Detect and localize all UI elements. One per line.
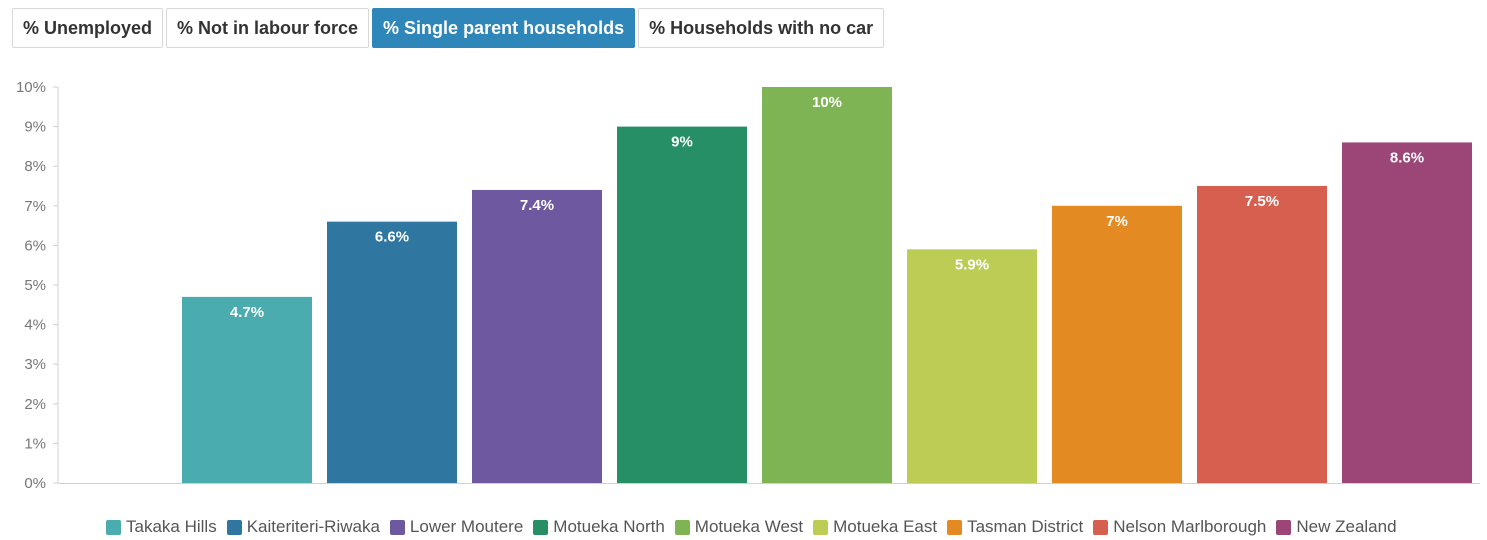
y-tick-label: 2% (24, 396, 46, 413)
legend-item[interactable]: Lower Moutere (389, 517, 524, 537)
legend-swatch (533, 519, 549, 535)
bar-value-label: 7.4% (520, 197, 554, 214)
legend-item[interactable]: Nelson Marlborough (1093, 517, 1266, 537)
bar-value-label: 10% (812, 94, 842, 111)
bar[interactable] (327, 221, 457, 483)
bar-value-label: 9% (671, 134, 693, 151)
y-tick-label: 6% (24, 237, 46, 254)
legend-label: Motueka East (833, 517, 938, 536)
y-tick-label: 5% (24, 277, 46, 294)
tab-unemployed[interactable]: % Unemployed (12, 8, 164, 48)
legend-item[interactable]: Motueka West (674, 517, 804, 537)
y-tick-label: 9% (24, 119, 46, 136)
legend-label: Nelson Marlborough (1113, 517, 1267, 536)
legend-label: Motueka North (553, 517, 665, 536)
tab-households-with-no-car[interactable]: % Households with no car (638, 8, 885, 48)
y-tick-label: 4% (24, 317, 46, 334)
bar[interactable] (1052, 205, 1182, 484)
legend-swatch (674, 519, 690, 535)
bar-value-label: 7% (1106, 213, 1128, 230)
tab-single-parent-households[interactable]: % Single parent households (372, 8, 636, 48)
y-tick-label: 0% (24, 475, 46, 492)
y-tick-label: 1% (24, 435, 46, 452)
legend-swatch (1093, 519, 1109, 535)
bar-chart: 0% 1% 2% 3% 4% 5% 6% 7% 8% 9% 10% 4.7% 6.6% 7.4% 9% 10%… (16, 79, 1480, 492)
y-tick-label: 8% (24, 158, 46, 175)
bar-value-label: 4.7% (230, 304, 264, 321)
bar[interactable] (907, 249, 1037, 483)
bar-value-label: 6.6% (375, 229, 409, 246)
bar[interactable] (617, 126, 747, 483)
legend-label: Motueka West (694, 517, 804, 536)
bar[interactable] (182, 296, 312, 483)
tab-not-in-labour-force[interactable]: % Not in labour force (166, 8, 370, 48)
legend-swatch (947, 519, 963, 535)
legend-swatch (389, 519, 405, 535)
legend-item[interactable]: Motueka North (533, 517, 665, 537)
bar[interactable] (472, 189, 602, 483)
legend-swatch (226, 519, 242, 535)
legend-label: Tasman District (967, 517, 1084, 536)
legend-item[interactable]: Takaka Hills (106, 517, 217, 537)
legend-swatch (106, 519, 121, 535)
chart-legend: Takaka Hills Kaiteriteri-Riwaka Lower Mout… (106, 514, 1407, 540)
y-tick-label: 7% (24, 198, 46, 215)
y-tick-label: 10% (16, 79, 46, 96)
legend-item[interactable]: New Zealand (1276, 517, 1397, 537)
legend-label: Kaiteriteri-Riwaka (246, 517, 380, 536)
y-tick-label: 3% (24, 356, 46, 373)
bar[interactable] (762, 87, 892, 483)
metric-tabs: % Unemployed % Not in labour force % Sin… (12, 8, 887, 48)
bar[interactable] (1197, 186, 1327, 483)
legend-item[interactable]: Tasman District (947, 517, 1083, 537)
legend-swatch (813, 519, 829, 535)
bar[interactable] (1342, 142, 1472, 483)
bar-value-label: 5.9% (955, 256, 989, 273)
legend-label: Takaka Hills (126, 517, 217, 536)
bar-value-label: 8.6% (1390, 149, 1424, 166)
bar-value-label: 7.5% (1245, 193, 1279, 210)
legend-label: New Zealand (1296, 517, 1397, 536)
legend-item[interactable]: Kaiteriteri-Riwaka (226, 517, 380, 537)
legend-item[interactable]: Motueka East (813, 517, 937, 537)
legend-label: Lower Moutere (409, 517, 524, 536)
legend-swatch (1276, 519, 1292, 535)
